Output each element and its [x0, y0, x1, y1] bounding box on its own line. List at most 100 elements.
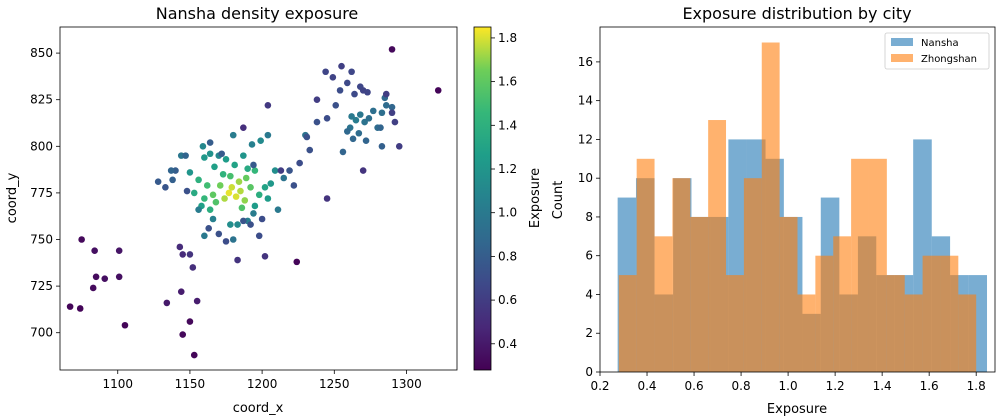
histogram-y-ticks: 0 2 4 6 8 10 12 14 16	[578, 55, 600, 379]
scatter-point	[211, 163, 218, 171]
histogram-y-tick-label: 8	[585, 210, 593, 224]
histogram-bar-zhongshan	[815, 255, 834, 372]
colorbar-tick-label: 1.4	[498, 118, 517, 132]
histogram-bar-zhongshan	[654, 236, 673, 372]
colorbar-tick-label: 1.6	[498, 75, 517, 89]
scatter-point	[189, 264, 197, 271]
histogram-x-ticks: 0.2 0.4 0.6 0.8 1.0 1.2 1.4 1.6 1.8	[590, 372, 986, 393]
scatter-y-tick-label: 750	[30, 233, 53, 247]
scatter-point	[162, 184, 169, 191]
scatter-x-label: coord_x	[233, 401, 284, 416]
scatter-point	[222, 238, 230, 245]
scatter-point	[329, 74, 337, 81]
scatter-point	[343, 79, 351, 87]
scatter-point	[186, 318, 194, 325]
scatter-point	[115, 273, 123, 281]
scatter-x-tick-label: 1150	[175, 377, 206, 391]
scatter-point	[78, 236, 85, 243]
scatter-point	[247, 184, 254, 191]
histogram-y-tick-label: 10	[578, 171, 593, 185]
scatter-point	[195, 176, 202, 184]
scatter-point	[348, 113, 355, 120]
histogram-bar-zhongshan	[726, 275, 744, 372]
colorbar-ticks: 0.4 0.6 0.8 1.0 1.2 1.4 1.6 1.8	[491, 31, 517, 351]
scatter-point	[229, 236, 237, 243]
histogram-bar-zhongshan	[797, 294, 816, 372]
scatter-point	[255, 232, 263, 240]
histogram-bar-zhongshan	[958, 294, 977, 372]
scatter-point	[280, 174, 288, 182]
histogram-x-tick-label: 0.2	[590, 379, 609, 393]
scatter-point	[303, 133, 311, 141]
scatter-point	[186, 251, 194, 258]
histogram-y-tick-label: 12	[578, 132, 593, 146]
scatter-point	[183, 187, 191, 195]
scatter-title: Nansha density exposure	[156, 4, 359, 23]
scatter-point	[235, 178, 243, 186]
histogram-bar-zhongshan	[940, 255, 959, 372]
scatter-point	[163, 299, 171, 307]
colorbar-label: Exposure	[528, 168, 543, 228]
scatter-point	[203, 182, 211, 189]
scatter-point	[92, 273, 100, 281]
scatter-point	[336, 87, 344, 94]
scatter-point	[338, 62, 345, 70]
scatter-point	[179, 251, 187, 258]
scatter-x-tick-label: 1300	[391, 377, 422, 391]
scatter-point	[225, 189, 233, 197]
histogram-bar-zhongshan	[886, 275, 905, 372]
histogram-y-tick-label: 0	[585, 365, 593, 379]
scatter-point	[247, 221, 254, 228]
scatter-y-tick-label: 825	[30, 93, 53, 107]
histogram-bar-zhongshan	[761, 42, 780, 373]
scatter-point	[201, 232, 208, 240]
scatter-y-tick-label: 725	[30, 279, 53, 293]
scatter-point	[206, 150, 214, 158]
histogram-x-label: Exposure	[767, 402, 827, 417]
scatter-point	[218, 150, 225, 158]
scatter-point	[229, 131, 237, 139]
scatter-point	[255, 191, 263, 199]
scatter-point	[244, 165, 251, 172]
scatter-point	[388, 103, 396, 111]
scatter-y-tick-label: 800	[30, 139, 53, 153]
scatter-point	[66, 303, 74, 310]
scatter-y-ticks: 700 725 750 775 800 825 850	[30, 46, 60, 340]
scatter-point	[169, 176, 176, 184]
scatter-point	[306, 146, 314, 154]
histogram-bar-zhongshan	[868, 158, 887, 372]
histogram-bar-zhongshan	[922, 255, 941, 372]
scatter-point	[154, 178, 162, 186]
scatter-point	[323, 115, 331, 122]
scatter-point	[251, 202, 259, 210]
colorbar-tick-label: 1.2	[498, 162, 517, 176]
histogram-bar-zhongshan	[636, 158, 655, 372]
scatter-point	[378, 109, 386, 117]
colorbar-tick-label: 0.8	[498, 249, 517, 263]
scatter-point	[313, 118, 321, 126]
scatter-point	[382, 90, 390, 98]
scatter-point	[359, 167, 367, 174]
histogram-bar-zhongshan	[833, 236, 852, 372]
scatter-point	[177, 288, 185, 296]
scatter-point	[248, 141, 256, 148]
scatter-point	[264, 101, 272, 109]
histogram-y-tick-label: 14	[578, 94, 593, 108]
scatter-point	[241, 197, 249, 204]
scatter-point	[205, 225, 212, 232]
scatter-point	[355, 129, 363, 137]
scatter-point	[209, 191, 217, 199]
scatter-point	[382, 101, 390, 109]
scatter-point	[199, 143, 207, 150]
scatter-point	[195, 206, 202, 213]
scatter-point	[91, 247, 98, 254]
scatter-point	[286, 167, 293, 174]
histogram-bar-zhongshan	[690, 216, 709, 372]
scatter-point	[250, 210, 257, 217]
scatter-point	[352, 116, 360, 124]
histogram-bar-zhongshan	[618, 275, 637, 372]
histogram-title: Exposure distribution by city	[682, 4, 911, 23]
colorbar-tick-label: 0.6	[498, 293, 517, 307]
scatter-point	[227, 221, 234, 228]
scatter-point	[348, 68, 355, 76]
